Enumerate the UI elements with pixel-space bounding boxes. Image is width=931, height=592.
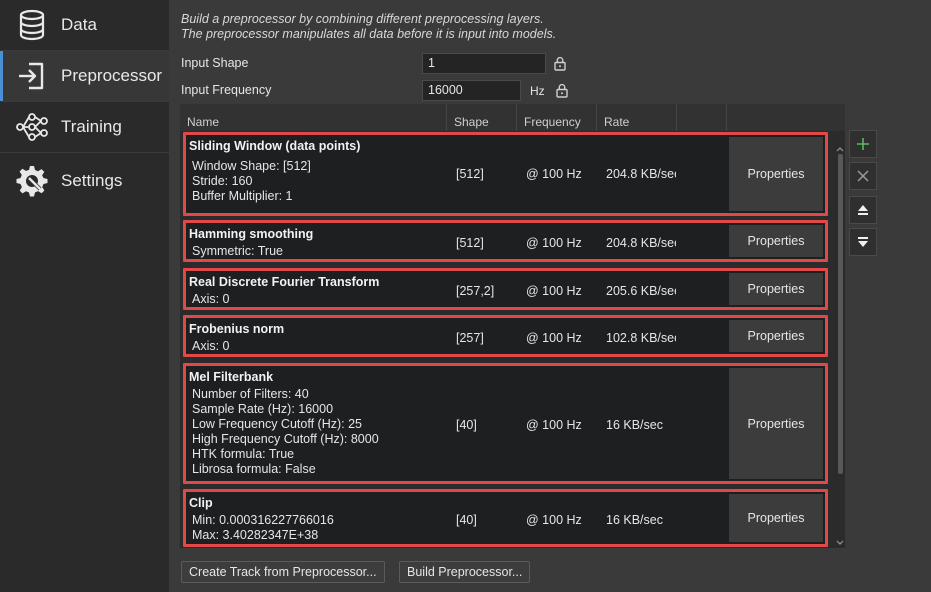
layer-name: Clip [189, 496, 213, 510]
add-layer-button[interactable] [849, 130, 877, 158]
layer-shape: [257,2] [456, 284, 495, 298]
layer-rate: 205.6 KB/sec [606, 284, 676, 298]
layer-param: HTK formula: True [192, 447, 295, 461]
scrollbar-thumb[interactable] [838, 154, 843, 474]
input-frequency-label: Input Frequency [181, 83, 272, 97]
layer-rate: 16 KB/sec [606, 418, 663, 432]
table-row[interactable]: Clip Min: 0.000316227766016 Max: 3.40282… [183, 489, 828, 547]
create-track-button[interactable]: Create Track from Preprocessor... [181, 561, 385, 583]
build-preprocessor-button[interactable]: Build Preprocessor... [399, 561, 531, 583]
sidebar-item-preprocessor[interactable]: Preprocessor [0, 51, 169, 102]
layer-param: Librosa formula: False [192, 462, 316, 476]
properties-button[interactable]: Properties [729, 494, 823, 542]
move-up-icon [858, 205, 868, 215]
properties-button[interactable]: Properties [729, 273, 823, 305]
chevron-down-icon[interactable] [835, 538, 845, 548]
move-down-icon [858, 237, 868, 247]
layer-param: Window Shape: [512] [192, 159, 311, 173]
layer-param: Stride: 160 [192, 174, 253, 188]
table-header: Name Shape Frequency Rate [180, 104, 845, 131]
layer-shape: [40] [456, 418, 477, 432]
table-row[interactable]: Frobenius norm Axis: 0 [257] @ 100 Hz 10… [183, 315, 828, 357]
layer-shape: [512] [456, 236, 484, 250]
layer-param: Axis: 0 [192, 339, 230, 353]
layer-rate: 204.8 KB/sec [606, 236, 676, 250]
layer-param: Max: 3.40282347E+38 [192, 528, 319, 542]
sign-in-icon [19, 62, 44, 90]
frequency-unit: Hz [530, 84, 545, 98]
sidebar-item-label: Settings [61, 171, 123, 190]
layers-table: Name Shape Frequency Rate Sliding Window… [180, 104, 845, 548]
layer-param: High Frequency Cutoff (Hz): 8000 [192, 432, 379, 446]
layer-param: Low Frequency Cutoff (Hz): 25 [192, 417, 362, 431]
layer-param: Number of Filters: 40 [192, 387, 309, 401]
neural-network-icon [16, 113, 48, 141]
layer-frequency: @ 100 Hz [526, 284, 582, 298]
input-frequency-field[interactable]: 16000 [422, 80, 521, 101]
column-header-rate[interactable]: Rate [597, 104, 677, 131]
layer-rate: 16 KB/sec [606, 513, 663, 527]
lock-icon[interactable] [555, 83, 569, 98]
gear-wrench-icon [16, 166, 48, 197]
properties-button[interactable]: Properties [729, 368, 823, 479]
layer-rate: 204.8 KB/sec [606, 167, 676, 181]
layer-name: Real Discrete Fourier Transform [189, 275, 380, 289]
sidebar: Data Preprocessor Training [0, 0, 169, 592]
description: Build a preprocessor by combining differ… [181, 12, 556, 42]
column-header-name[interactable]: Name [180, 104, 447, 131]
input-shape-label: Input Shape [181, 56, 249, 70]
layer-param: Buffer Multiplier: 1 [192, 189, 293, 203]
table-row[interactable]: Mel Filterbank Number of Filters: 40 Sam… [183, 363, 828, 484]
layer-rate: 102.8 KB/sec [606, 331, 676, 345]
column-header-blank [677, 104, 727, 131]
layer-shape: [40] [456, 513, 477, 527]
properties-button[interactable]: Properties [729, 225, 823, 257]
table-row[interactable]: Sliding Window (data points) Window Shap… [183, 132, 828, 216]
sidebar-item-label: Preprocessor [61, 66, 163, 85]
layer-param: Axis: 0 [192, 292, 230, 306]
layer-frequency: @ 100 Hz [526, 418, 582, 432]
add-icon [857, 138, 869, 150]
description-line: Build a preprocessor by combining differ… [181, 12, 544, 26]
properties-button[interactable]: Properties [729, 320, 823, 352]
properties-button[interactable]: Properties [729, 137, 823, 211]
layer-param: Symmetric: True [192, 244, 283, 258]
table-row[interactable]: Hamming smoothing Symmetric: True [512] … [183, 220, 828, 262]
description-line: The preprocessor manipulates all data be… [181, 27, 557, 41]
database-icon [19, 9, 45, 41]
sidebar-item-data[interactable]: Data [0, 0, 169, 51]
chevron-up-icon[interactable] [835, 144, 845, 154]
input-shape-field[interactable]: 1 [422, 53, 546, 74]
vertical-scrollbar[interactable] [835, 134, 845, 548]
layer-shape: [512] [456, 167, 484, 181]
move-down-button[interactable] [849, 228, 877, 256]
sidebar-item-label: Training [61, 117, 122, 136]
layer-name: Hamming smoothing [189, 227, 314, 241]
sidebar-item-settings[interactable]: Settings [0, 153, 169, 209]
layer-frequency: @ 100 Hz [526, 167, 582, 181]
layer-name: Sliding Window (data points) [189, 139, 361, 153]
table-row[interactable]: Real Discrete Fourier Transform Axis: 0 … [183, 268, 828, 310]
sidebar-item-label: Data [61, 15, 97, 34]
sidebar-item-training[interactable]: Training [0, 102, 169, 153]
lock-icon[interactable] [553, 56, 567, 71]
column-header-shape[interactable]: Shape [447, 104, 517, 131]
remove-layer-button[interactable] [849, 162, 877, 190]
layer-param: Min: 0.000316227766016 [192, 513, 334, 527]
layer-name: Frobenius norm [189, 322, 285, 336]
layer-name: Mel Filterbank [189, 370, 274, 384]
preprocessor-panel: Build a preprocessor by combining differ… [169, 0, 931, 592]
layer-frequency: @ 100 Hz [526, 513, 582, 527]
column-header-frequency[interactable]: Frequency [517, 104, 597, 131]
move-up-button[interactable] [849, 196, 877, 224]
layer-param: Sample Rate (Hz): 16000 [192, 402, 334, 416]
layer-frequency: @ 100 Hz [526, 331, 582, 345]
remove-icon [857, 170, 869, 182]
layer-shape: [257] [456, 331, 484, 345]
layer-frequency: @ 100 Hz [526, 236, 582, 250]
